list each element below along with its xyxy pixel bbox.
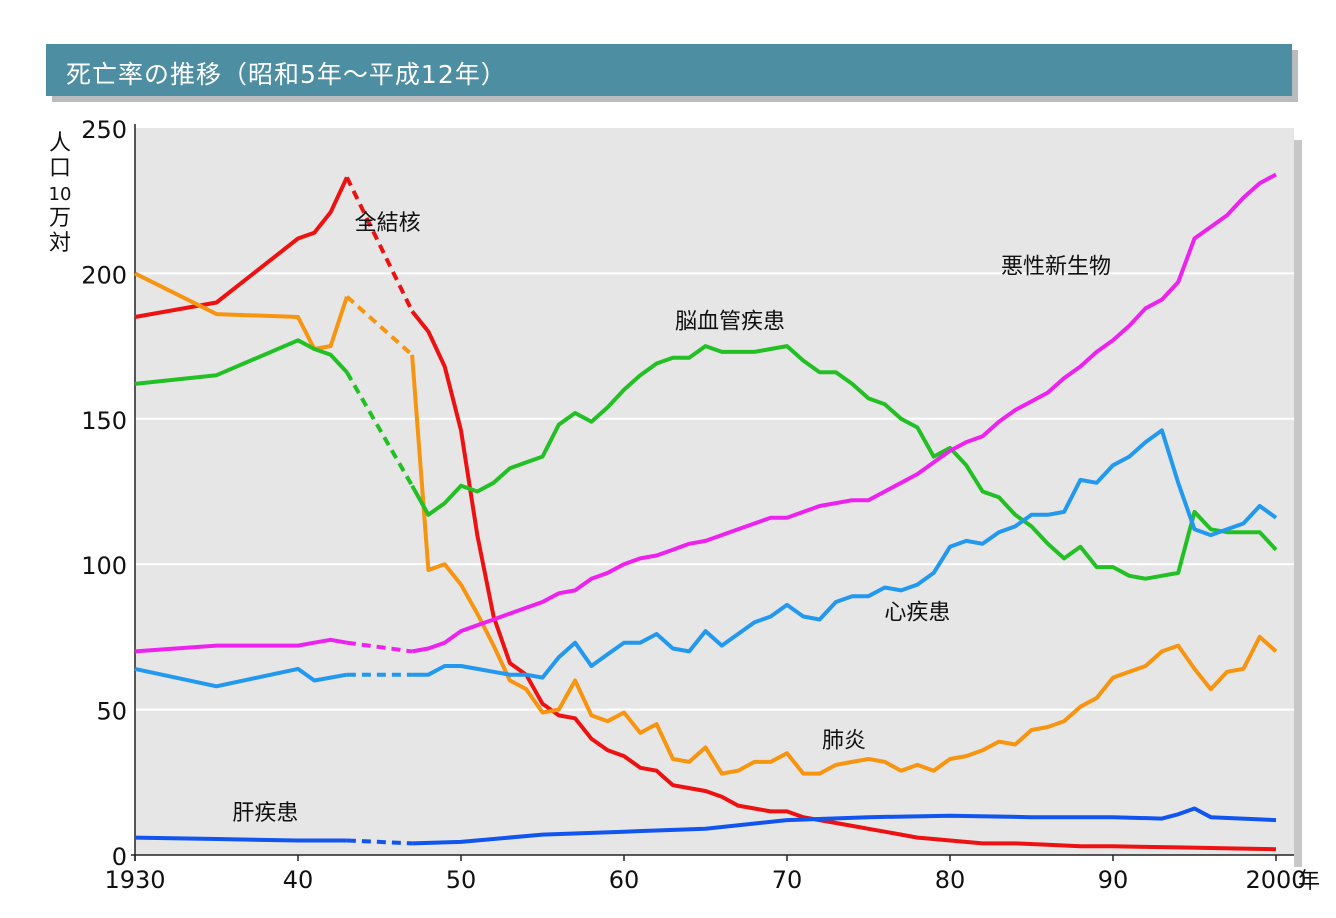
x-axis-unit: 年 [1298,869,1320,894]
x-tick-label: 50 [446,866,477,894]
series-line-脳血管疾患 [410,344,1278,581]
gridlines [135,272,1294,711]
series-label: 脳血管疾患 [675,310,785,335]
series-line-心疾患 [412,428,1278,680]
y-tick-label: 150 [81,407,127,435]
series-line-全結核 [410,309,1277,852]
series-line-肺炎 [134,271,349,351]
x-tick-label: 40 [283,866,314,894]
series-line-肝疾患 [134,835,347,843]
series-line-悪性新生物 [411,172,1277,654]
chart-title: 死亡率の推移（昭和5年～平成12年） [66,60,507,89]
plot-area-shadow [1294,140,1302,867]
series-lines [134,172,1278,852]
series-label: 肝疾患 [232,801,298,826]
y-axis-label-char: 対 [49,231,71,256]
y-tick-label: 100 [81,552,127,580]
y-axis-label-char: 万 [49,206,71,231]
series-gap-肝疾患 [346,838,413,846]
x-tick-label: 2000 [1245,866,1306,894]
series-label: 心疾患 [884,600,950,625]
series-label: 全結核 [355,211,421,236]
series-gap-全結核 [345,176,414,313]
y-tick-label: 0 [112,843,127,871]
y-axis-label-char: 口 [49,156,71,181]
series-line-悪性新生物 [134,637,348,654]
series-line-肝疾患 [412,806,1277,846]
series-label: 肺炎 [822,728,866,753]
y-tick-label: 200 [81,261,127,289]
y-tick-label: 50 [96,698,127,726]
x-tick-label: 70 [772,866,803,894]
y-tick-label: 250 [81,116,127,144]
y-axis-label-char: 10 [49,184,72,205]
x-tick-label: 90 [1098,866,1129,894]
series-line-脳血管疾患 [134,338,349,386]
x-tick-label: 80 [935,866,966,894]
title-bar: 死亡率の推移（昭和5年～平成12年） [46,44,1292,96]
series-gap-悪性新生物 [346,640,413,654]
series-label: 悪性新生物 [1001,254,1111,279]
series-line-肺炎 [410,354,1278,776]
plot-area [135,128,1294,855]
series-line-心疾患 [134,666,348,689]
series-line-全結核 [134,176,349,319]
x-tick-label: 1930 [104,866,165,894]
y-axis-label-char: 人 [49,131,71,156]
series-gap-脳血管疾患 [345,371,414,487]
x-tick-label: 60 [609,866,640,894]
